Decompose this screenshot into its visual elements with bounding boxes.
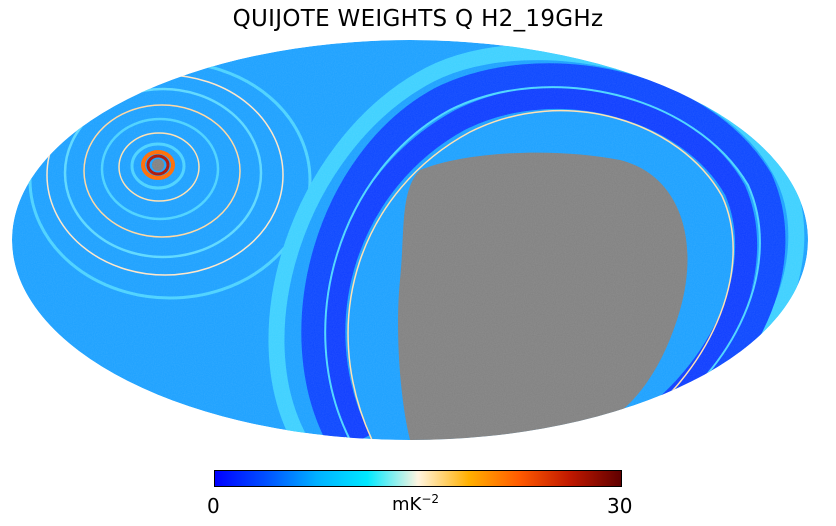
colorbar-min-label: 0 <box>207 494 220 518</box>
map-title: QUIJOTE WEIGHTS Q H2_19GHz <box>232 6 604 32</box>
colorbar <box>214 470 622 487</box>
unit-base: mK <box>392 494 422 515</box>
colorbar-unit: mK−2 <box>392 492 439 515</box>
unit-exponent: −2 <box>421 492 440 506</box>
colorbar-max-label: 30 <box>607 494 633 518</box>
